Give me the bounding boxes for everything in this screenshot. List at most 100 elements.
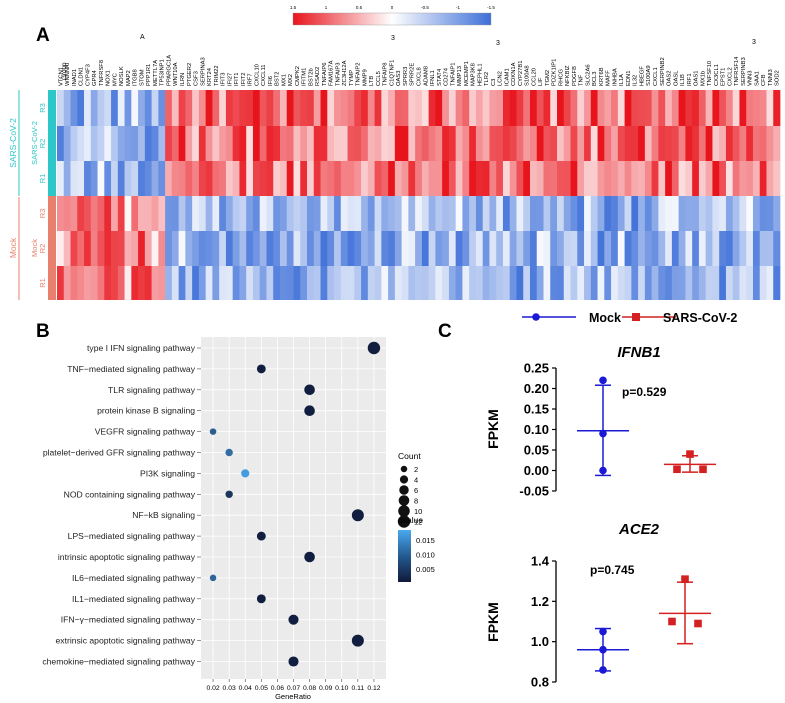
heatmap-cell bbox=[286, 266, 294, 300]
heatmap-cell bbox=[604, 266, 612, 300]
gene-label: SLC2A6 bbox=[585, 64, 591, 86]
heatmap-cell bbox=[273, 126, 281, 161]
pathway-label: PI3K signaling bbox=[140, 468, 195, 478]
heatmap-cell bbox=[698, 266, 707, 300]
heatmap-cell bbox=[435, 90, 443, 126]
heatmap-cell bbox=[570, 196, 578, 231]
heatmap-cell bbox=[381, 196, 389, 231]
heatmap-cell bbox=[671, 161, 679, 196]
heatmap-cell bbox=[489, 266, 497, 300]
heatmap-cell bbox=[111, 231, 119, 266]
heatmap-cell bbox=[557, 90, 565, 126]
heatmap-top-note: 3 bbox=[496, 40, 500, 47]
heatmap-cell bbox=[482, 196, 490, 231]
heatmap-cell bbox=[698, 126, 707, 161]
heatmap-cell bbox=[442, 196, 450, 231]
dotplot-x-tick-label: 0.12 bbox=[367, 685, 380, 692]
heatmap-cell bbox=[651, 266, 659, 300]
pathway-label: VEGFR signaling pathway bbox=[95, 427, 196, 437]
heatmap-cell bbox=[462, 266, 470, 300]
panel-label-c: C bbox=[438, 321, 452, 342]
heatmap-cell bbox=[685, 231, 693, 266]
heatmap-cell bbox=[448, 161, 457, 196]
heatmap-cell bbox=[719, 90, 727, 126]
heatmap-cell bbox=[766, 196, 774, 231]
gene-label: MYC bbox=[112, 73, 118, 86]
heatmap-cell bbox=[259, 161, 267, 196]
heatmap-cell bbox=[577, 126, 585, 161]
count-legend: 2 46 810 12 bbox=[397, 465, 422, 528]
heatmap-cell bbox=[131, 90, 139, 126]
pathway-label: extrinsic apoptotic signaling pathway bbox=[56, 636, 196, 646]
qvalue-legend-title: qvalue bbox=[398, 515, 423, 525]
heatmap-cell bbox=[293, 90, 301, 126]
heatmap-cell bbox=[469, 90, 477, 126]
qvalue-legend-label: 0.010 bbox=[416, 551, 435, 560]
heatmap-cell bbox=[712, 126, 720, 161]
heatmap-cell bbox=[611, 126, 619, 161]
heatmap-cell bbox=[496, 126, 504, 161]
gene-label: FAM167A bbox=[329, 60, 335, 86]
heatmap-cell bbox=[293, 231, 301, 266]
heatmap-cell bbox=[550, 126, 558, 161]
gene-label: CCL20 bbox=[531, 68, 537, 86]
heatmap-cell bbox=[185, 126, 193, 161]
heatmap-cell bbox=[658, 90, 666, 126]
gene-label: LIF bbox=[538, 77, 544, 86]
heatmap-cell bbox=[496, 266, 504, 300]
heatmap-cell bbox=[232, 266, 240, 300]
gene-label: TNF bbox=[579, 74, 585, 86]
dotplot-x-tick-label: 0.02 bbox=[206, 685, 219, 692]
heatmap-cell bbox=[638, 196, 646, 231]
heatmap-cell bbox=[104, 266, 112, 300]
heatmap-cell bbox=[111, 161, 119, 196]
gene-label: CX3CL1 bbox=[714, 64, 720, 86]
heatmap-cell bbox=[496, 161, 504, 196]
heatmap-cell bbox=[192, 196, 200, 231]
heatmap-top-note: A bbox=[140, 34, 145, 41]
heatmap-cell bbox=[415, 196, 423, 231]
heatmap-cell bbox=[171, 231, 179, 266]
heatmap-cell bbox=[374, 126, 382, 161]
heatmap-cell bbox=[340, 126, 348, 161]
gene-label: IFIT3 bbox=[221, 72, 227, 86]
dotplot-point bbox=[256, 364, 266, 374]
heatmap-cell bbox=[752, 90, 761, 126]
heatmap-cell bbox=[455, 266, 463, 300]
gene-label: TNFAIP6 bbox=[322, 62, 328, 86]
heatmap-cell bbox=[611, 90, 619, 126]
heatmap-cell bbox=[611, 231, 619, 266]
heatmap-cell bbox=[746, 90, 754, 126]
mock-data-point bbox=[599, 376, 607, 385]
heatmap-cell bbox=[246, 196, 254, 231]
heatmap-cell bbox=[388, 161, 396, 196]
gene-label: ITGB8 bbox=[133, 69, 139, 86]
heatmap-cell bbox=[97, 231, 105, 266]
heatmap-row-label: R2 bbox=[38, 139, 47, 149]
heatmap-cell bbox=[651, 231, 659, 266]
dotplot-point bbox=[304, 551, 315, 563]
gene-label: CXCL1 bbox=[653, 67, 659, 86]
y-axis-tick-label: -0.05 bbox=[519, 484, 549, 499]
heatmap-cell bbox=[138, 90, 146, 126]
heatmap-cell bbox=[557, 126, 565, 161]
gene-label: CD274 bbox=[444, 67, 450, 86]
heatmap-cell bbox=[158, 196, 166, 231]
heatmap-cell bbox=[523, 161, 531, 196]
heatmap-cell bbox=[219, 90, 227, 126]
heatmap-cell bbox=[644, 161, 652, 196]
heatmap-cell bbox=[678, 196, 686, 231]
heatmap-cell bbox=[381, 266, 389, 300]
heatmap-cell bbox=[415, 266, 423, 300]
heatmap-cell bbox=[327, 266, 335, 300]
heatmap-cell bbox=[70, 196, 78, 231]
qvalue-colorbar bbox=[398, 530, 411, 582]
heatmap-cell bbox=[320, 90, 328, 126]
heatmap-cell bbox=[604, 126, 612, 161]
gene-label: VNN3 bbox=[748, 71, 754, 86]
heatmap-cell bbox=[354, 126, 362, 161]
heatmap-cell bbox=[334, 126, 342, 161]
heatmap-cell bbox=[536, 90, 544, 126]
heatmap-cell bbox=[279, 126, 288, 161]
